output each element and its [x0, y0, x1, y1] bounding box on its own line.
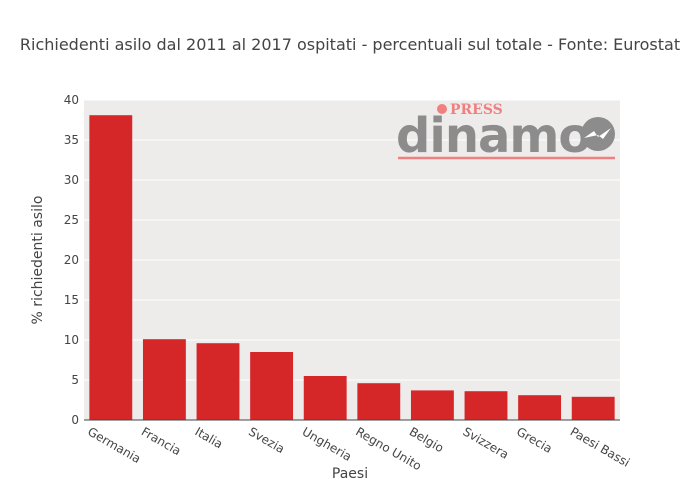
x-tick-label: Italia	[193, 424, 226, 451]
x-tick-label: Ungheria	[300, 424, 354, 463]
y-tick-label: 30	[64, 173, 79, 187]
y-tick-label: 20	[64, 253, 79, 267]
bar-grecia[interactable]	[518, 395, 562, 420]
x-tick-label: Svezia	[246, 424, 287, 456]
bar-francia[interactable]	[142, 339, 186, 420]
y-tick-label: 5	[71, 373, 79, 387]
bar-paesi-bassi[interactable]	[571, 396, 615, 420]
logo-dot-icon	[437, 104, 447, 114]
bar-svizzera[interactable]	[464, 391, 508, 420]
logo-bolt-circle-icon	[581, 117, 615, 151]
logo-bolt-icon	[584, 128, 611, 139]
y-tick-label: 10	[64, 333, 79, 347]
bar-regno-unito[interactable]	[357, 383, 401, 420]
x-tick-label: Belgio	[407, 424, 446, 455]
x-tick-label: Germania	[85, 424, 143, 465]
x-tick-label: Francia	[139, 424, 183, 458]
chart-title: Richiedenti asilo dal 2011 al 2017 ospit…	[20, 35, 680, 54]
logo-press-text: PRESS	[450, 102, 503, 118]
x-tick-label: Svizzera	[461, 424, 512, 461]
bar-italia[interactable]	[196, 343, 240, 420]
y-tick-labels: 0 5 10 15 20 25 30 35 40	[64, 93, 79, 427]
y-axis-title: % richiedenti asilo	[30, 196, 46, 325]
bar-svezia[interactable]	[250, 352, 294, 420]
x-tick-label: Paesi Bassi	[568, 424, 632, 469]
y-tick-label: 0	[71, 413, 79, 427]
y-tick-label: 15	[64, 293, 79, 307]
bars	[89, 115, 615, 420]
x-axis-title: Paesi	[332, 466, 368, 482]
logo-dinamo-text: dinamo	[396, 108, 590, 164]
y-tick-label: 40	[64, 93, 79, 107]
dinamo-press-logo: PRESS dinamo	[396, 102, 615, 164]
x-tick-label: Grecia	[514, 424, 554, 455]
y-tick-label: 35	[64, 133, 79, 147]
y-tick-label: 25	[64, 213, 79, 227]
bar-germania[interactable]	[89, 115, 133, 420]
bar-belgio[interactable]	[410, 390, 454, 420]
bar-ungheria[interactable]	[303, 376, 347, 420]
